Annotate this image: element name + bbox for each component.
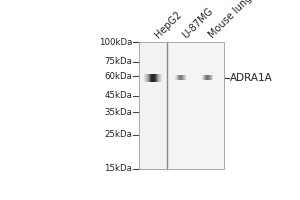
Text: 35kDa: 35kDa — [104, 108, 132, 117]
Bar — [184, 75, 185, 80]
Bar — [212, 75, 213, 80]
Bar — [149, 74, 150, 82]
Bar — [148, 74, 149, 82]
Bar — [202, 75, 203, 80]
Bar — [182, 75, 183, 80]
Bar — [179, 75, 180, 80]
Bar — [161, 74, 162, 82]
Bar — [153, 74, 154, 82]
Bar — [146, 74, 147, 82]
Bar — [158, 74, 159, 82]
Bar — [155, 74, 156, 82]
Bar — [181, 75, 182, 80]
Bar — [175, 75, 176, 80]
Text: 45kDa: 45kDa — [104, 91, 132, 100]
Bar — [151, 74, 152, 82]
Text: U-87MG: U-87MG — [181, 6, 215, 40]
Bar — [160, 74, 161, 82]
Bar — [147, 74, 148, 82]
Bar — [152, 74, 153, 82]
Bar — [144, 74, 145, 82]
Text: 15kDa: 15kDa — [104, 164, 132, 173]
Bar — [206, 75, 207, 80]
Bar — [159, 74, 160, 82]
Text: 60kDa: 60kDa — [104, 72, 132, 81]
Bar — [176, 75, 177, 80]
Bar — [154, 74, 155, 82]
Bar — [150, 74, 151, 82]
Text: ADRA1A: ADRA1A — [230, 73, 272, 83]
Bar — [186, 75, 187, 80]
Bar — [139, 42, 166, 169]
Bar — [209, 75, 210, 80]
Text: Mouse lung: Mouse lung — [207, 0, 254, 40]
Bar — [178, 75, 179, 80]
Bar — [157, 74, 158, 82]
Bar — [203, 75, 204, 80]
Bar — [204, 75, 205, 80]
Bar — [177, 75, 178, 80]
Bar — [139, 42, 224, 169]
Bar — [180, 75, 181, 80]
Bar — [156, 74, 157, 82]
Bar — [207, 75, 208, 80]
Bar — [210, 75, 211, 80]
Bar — [205, 75, 206, 80]
Bar — [167, 42, 224, 169]
Bar — [185, 75, 186, 80]
Bar — [183, 75, 184, 80]
Text: 25kDa: 25kDa — [104, 130, 132, 139]
Text: HepG2: HepG2 — [153, 9, 183, 40]
Text: 100kDa: 100kDa — [99, 38, 132, 47]
Bar — [208, 75, 209, 80]
Text: 75kDa: 75kDa — [104, 57, 132, 66]
Bar — [145, 74, 146, 82]
